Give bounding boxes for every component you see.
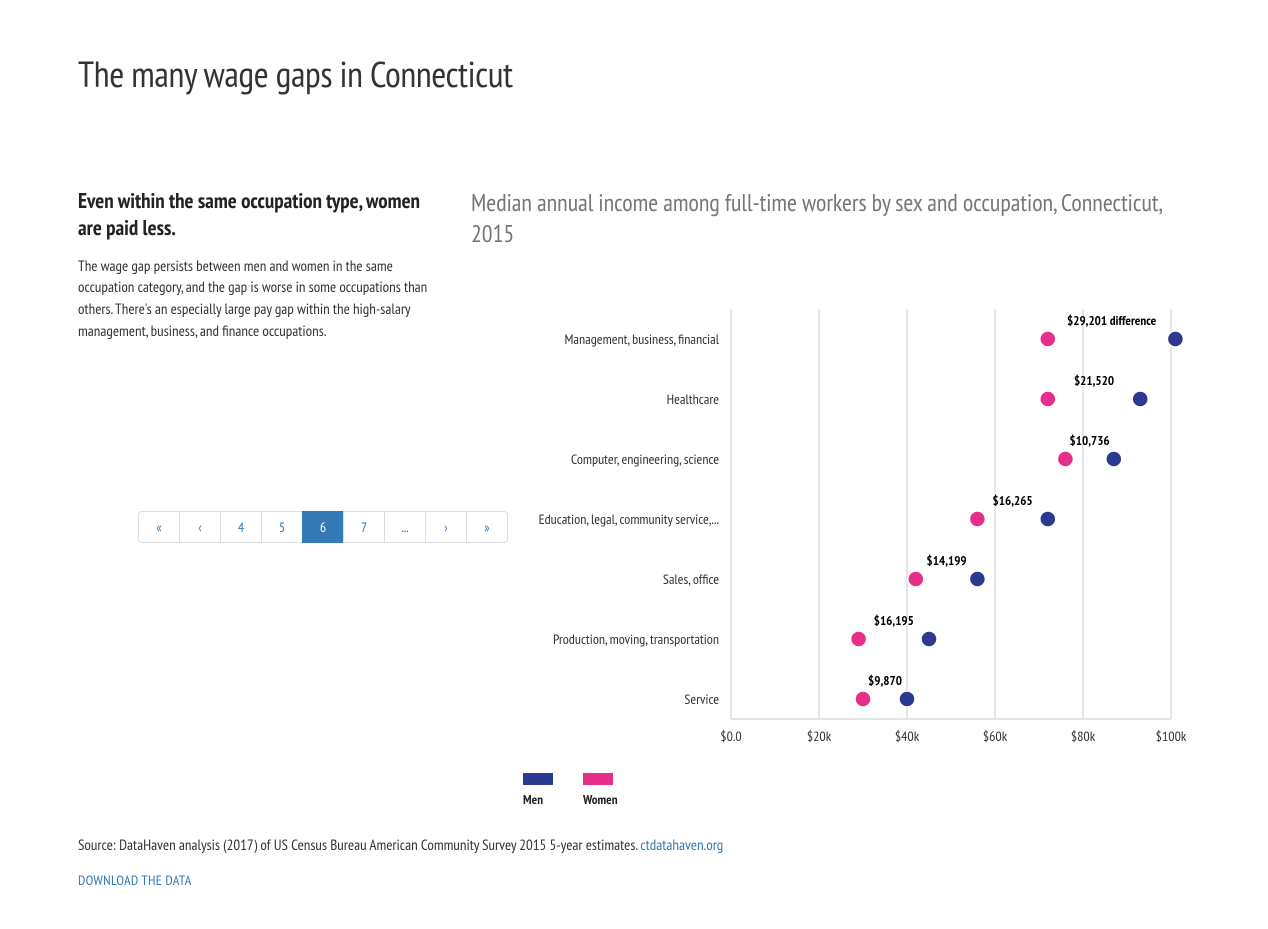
marker-men (921, 631, 937, 647)
chart-title: Median annual income among full-time wor… (471, 187, 1198, 249)
category-label: Computer, engineering, science (571, 450, 719, 468)
x-tick-label: $40k (895, 727, 920, 745)
commentary-paragraph: The wage gap persists between men and wo… (78, 256, 443, 343)
marker-women (1057, 451, 1073, 467)
download-link[interactable]: DOWNLOAD THE DATA (78, 871, 1198, 889)
marker-women (908, 571, 924, 587)
wage-gap-dot-plot: $0.0 $20k $40k $60k $80k $100k Management, bus… (471, 289, 1198, 759)
category-label: Production, moving, transportation (553, 630, 719, 648)
source-text: Source: DataHaven analysis (2017) of US … (78, 836, 640, 855)
legend-item-men: Men (523, 773, 553, 808)
marker-men (1040, 511, 1056, 527)
marker-women (851, 631, 867, 647)
marker-men (899, 691, 915, 707)
source-link[interactable]: ctdatahaven.org (640, 836, 723, 855)
marker-women (855, 691, 871, 707)
x-tick-label: $80k (1071, 727, 1096, 745)
difference-label: $16,265 (993, 492, 1033, 509)
legend-item-women: Women (583, 773, 618, 808)
marker-men (1132, 391, 1148, 407)
chart-legend: Men Women (523, 773, 1198, 808)
legend-label: Women (583, 791, 618, 808)
x-tick-label: $100k (1156, 727, 1187, 745)
legend-label: Men (523, 791, 553, 808)
difference-label: $9,870 (868, 672, 902, 689)
pagination-item[interactable]: « (138, 511, 180, 543)
pagination-item[interactable]: 4 (220, 511, 262, 543)
pagination-item[interactable]: 7 (343, 511, 385, 543)
marker-men (969, 571, 985, 587)
pagination-item[interactable]: ‹ (179, 511, 221, 543)
x-tick-label: $60k (983, 727, 1008, 745)
difference-label: $16,195 (874, 612, 914, 629)
x-tick-label: $20k (807, 727, 832, 745)
category-label: Sales, office (663, 570, 719, 588)
category-label: Management, business, financial (565, 330, 720, 348)
pagination-item[interactable]: › (425, 511, 467, 543)
difference-label: $29,201 difference (1067, 312, 1157, 329)
commentary-heading: Even within the same occupation type, wo… (78, 187, 443, 242)
pagination-item[interactable]: ... (384, 511, 426, 543)
page-title: The many wage gaps in Connecticut (78, 50, 1198, 97)
pagination-item[interactable]: 5 (261, 511, 303, 543)
pagination-item[interactable]: 6 (302, 511, 344, 543)
difference-label: $14,199 (927, 552, 967, 569)
marker-women (969, 511, 985, 527)
category-label: Healthcare (667, 390, 720, 408)
marker-women (1040, 391, 1056, 407)
marker-men (1106, 451, 1122, 467)
marker-men (1167, 331, 1183, 347)
marker-women (1040, 331, 1056, 347)
legend-swatch (523, 773, 553, 785)
difference-label: $21,520 (1074, 372, 1114, 389)
commentary-panel: Even within the same occupation type, wo… (78, 187, 443, 543)
category-label: Education, legal, community service,... (539, 510, 719, 528)
x-tick-label: $0.0 (720, 727, 741, 745)
difference-label: $10,736 (1070, 432, 1110, 449)
pagination: «‹4567...›» (138, 511, 508, 543)
category-label: Service (684, 690, 719, 708)
legend-swatch (583, 773, 613, 785)
source-line: Source: DataHaven analysis (2017) of US … (78, 836, 1198, 855)
